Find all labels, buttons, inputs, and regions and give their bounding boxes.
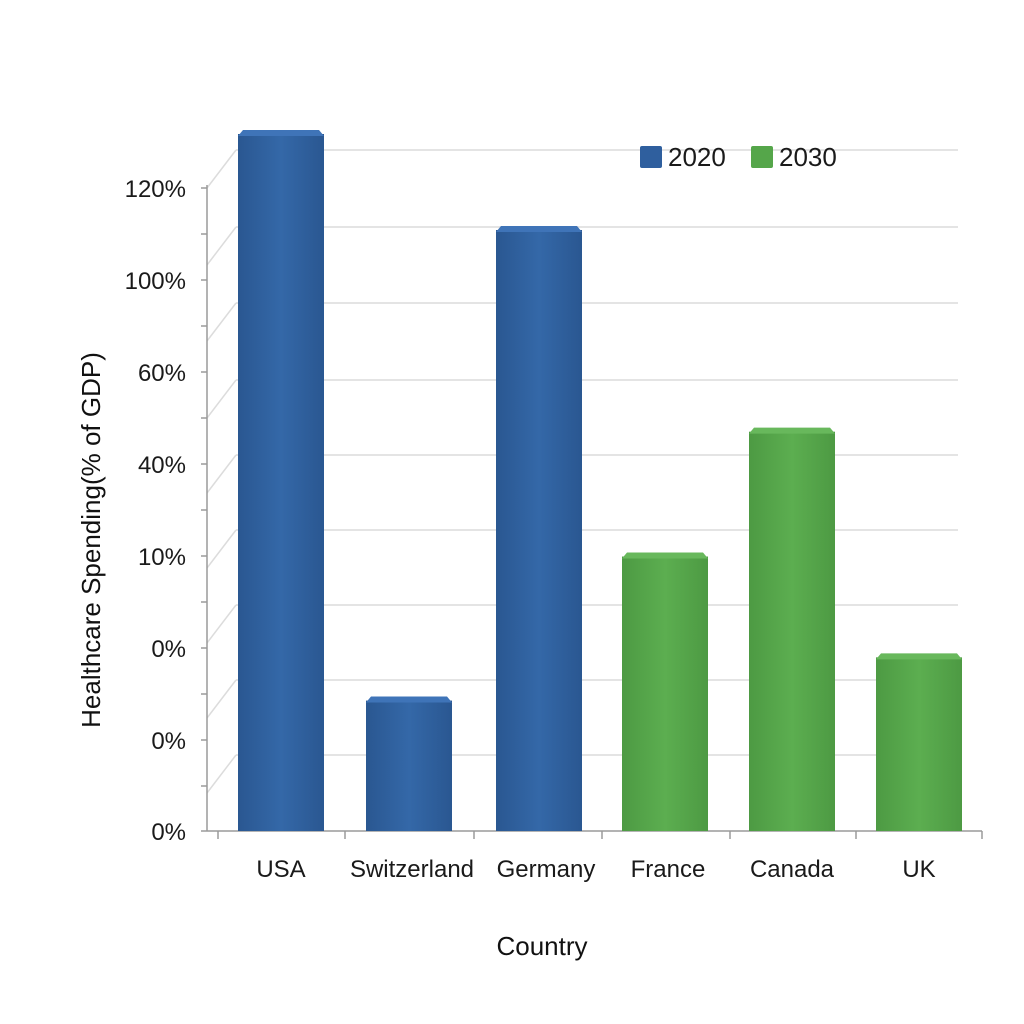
x-axis-title: Country — [496, 931, 587, 961]
gridline-depth — [206, 302, 237, 342]
bar-canada — [749, 427, 835, 831]
y-axis-title: Healthcare Spending(% of GDP) — [76, 352, 106, 728]
axes — [201, 185, 983, 839]
legend-swatch — [640, 146, 662, 168]
x-category-label: USA — [256, 856, 305, 883]
bar-cap — [238, 130, 324, 136]
gridline-depth — [206, 604, 237, 644]
y-tick-label: 0% — [151, 819, 186, 846]
legend-item-2030: 2030 — [751, 142, 837, 172]
y-tick-label: 10% — [138, 544, 186, 571]
y-tick-labels: 0% 0% 0% 10% 40% 60% 100% 120% — [125, 176, 186, 846]
bar-cap — [622, 552, 708, 559]
gridline-depth — [206, 679, 237, 719]
gridline-depth — [206, 379, 237, 419]
y-tick-label: 0% — [151, 728, 186, 755]
y-tick-label: 100% — [125, 268, 186, 295]
y-tick-label: 40% — [138, 452, 186, 479]
gridline-depth — [206, 454, 237, 494]
bar-body — [366, 700, 452, 831]
legend-label: 2020 — [668, 142, 726, 172]
legend-swatch — [751, 146, 773, 168]
legend-item-2020: 2020 — [640, 142, 726, 172]
x-category-label: France — [631, 856, 706, 883]
gridline-depth — [206, 226, 237, 266]
gridlines — [206, 149, 958, 794]
bar-cap — [749, 427, 835, 434]
bar-body — [622, 556, 708, 831]
y-tick-label: 60% — [138, 360, 186, 387]
bar-uk — [876, 653, 962, 831]
y-tick-label: 0% — [151, 636, 186, 663]
gridline-depth — [206, 529, 237, 569]
bar-body — [749, 431, 835, 831]
bars — [238, 130, 962, 831]
legend: 2020 2030 — [640, 142, 837, 172]
bar-body — [876, 657, 962, 831]
legend-label: 2030 — [779, 142, 837, 172]
bar-switzerland — [366, 696, 452, 831]
x-category-label: Germany — [497, 856, 596, 883]
x-category-label: Switzerland — [350, 856, 474, 883]
gridline-depth — [206, 754, 237, 794]
bar-usa — [238, 130, 324, 831]
bar-body — [496, 230, 582, 831]
bar-cap — [876, 653, 962, 660]
x-category-labels: USA Switzerland Germany France Canada UK — [256, 856, 935, 883]
bar-cap — [366, 696, 452, 703]
bar-cap — [496, 226, 582, 233]
x-category-label: Canada — [750, 856, 835, 883]
gridline-depth — [206, 149, 237, 189]
bar-france — [622, 552, 708, 831]
bar-germany — [496, 226, 582, 831]
y-tick-label: 120% — [125, 176, 186, 203]
bar-body — [238, 134, 324, 831]
x-category-label: UK — [902, 856, 935, 883]
